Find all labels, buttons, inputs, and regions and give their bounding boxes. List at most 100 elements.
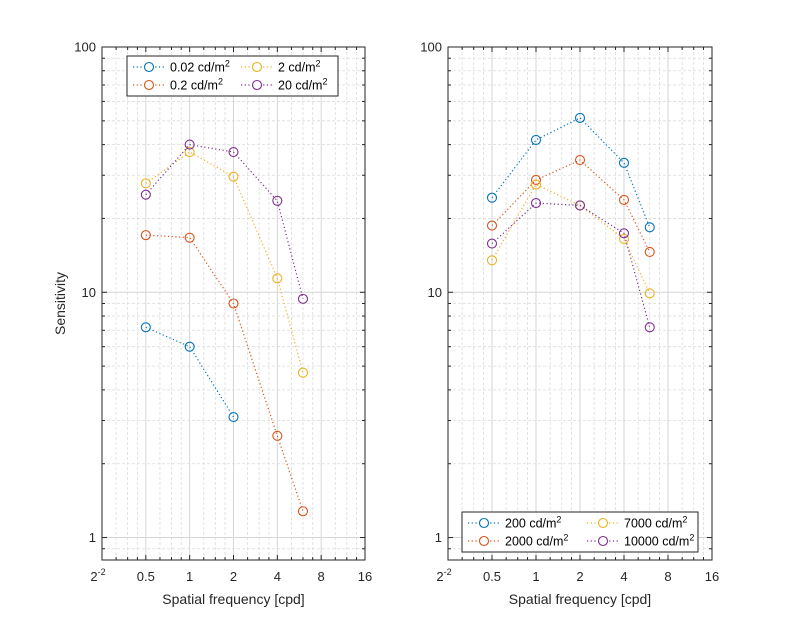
legend-label-exponent: 2 [689,533,694,543]
data-point [184,232,195,243]
legend-label-text: 7000 cd/m [624,517,682,531]
x-tick-label: 2 [230,569,237,584]
series-line [491,117,651,228]
data-point [140,230,151,241]
legend-item: 20 cd/m2 [241,77,327,93]
data-point [486,238,498,249]
data-point [530,198,542,209]
data-point [486,192,498,203]
legend-item: 0.2 cd/m2 [133,77,223,93]
legend-label-exponent: 2 [322,77,327,87]
data-point [644,246,655,258]
y-tick-label: 10 [82,285,96,300]
x-tick-label: 2 [576,569,583,584]
legend-item: 7000 cd/m2 [587,515,687,531]
data-point [140,178,151,189]
legend-marker [251,79,263,91]
legend-label: 0.02 cd/m2 [170,59,230,75]
series-line [491,159,651,253]
data-point [530,134,542,145]
y-tick-label: 1 [89,530,96,545]
legend-label-exponent: 2 [225,59,230,69]
series-2 [140,146,309,378]
legend-item: 2000 cd/m2 [468,533,568,549]
legend-item: 2 cd/m2 [241,59,321,75]
data-point [184,146,195,158]
legend-label-exponent: 2 [563,533,568,543]
x-tick-label-exponent: -2 [444,567,452,577]
y-tick-label: 100 [420,40,442,55]
legend-label: 20 cd/m2 [278,77,327,93]
series-line [145,143,304,300]
x-tick-label: 1 [532,569,539,584]
legend-label: 10000 cd/m2 [624,533,694,549]
y-tick-label: 1 [435,530,442,545]
y-axis-label: Sensitivity [52,272,68,335]
legend-box [461,511,699,553]
data-point [618,194,630,205]
data-point [272,273,283,284]
data-point [297,367,309,378]
legend-label-text: 200 cd/m [505,517,556,531]
series-1 [140,230,309,517]
data-point [228,171,239,182]
legend-label-text: 0.02 cd/m [170,61,225,75]
series-line [145,151,304,373]
data-point [228,146,239,158]
data-point [184,139,195,150]
legend-label: 200 cd/m2 [505,515,561,531]
data-point [184,341,195,352]
x-tick-label: 4 [620,569,627,584]
grid [447,46,713,560]
data-point [272,430,283,441]
data-point [228,411,239,423]
legend-label: 2 cd/m2 [278,59,321,75]
y-tick-label: 100 [74,40,96,55]
x-tick-label: 4 [274,569,281,584]
x-tick-label: 0.5 [137,569,155,584]
data-point [140,189,151,200]
legend-label-text: 2 cd/m [278,61,316,75]
data-point [486,220,498,231]
data-point [644,322,655,333]
x-tick-label: 2-2 [436,567,451,584]
x-axis-label: Spatial frequency [cpd] [509,591,651,607]
data-point [644,288,655,299]
series-0 [140,322,239,423]
x-axis-label: Spatial frequency [cpd] [162,591,304,607]
legend-label: 7000 cd/m2 [624,515,687,531]
grid [101,46,366,560]
data-point [644,222,655,233]
x-tick-label: 2-2 [90,567,105,584]
data-point [140,322,151,333]
y-tick-label: 10 [428,285,442,300]
ticks [101,46,366,560]
legend-marker [478,535,490,547]
series-2 [486,179,655,299]
data-point [618,233,630,244]
data-point [618,157,630,168]
series-line [491,183,651,294]
series-3 [140,139,309,304]
legend-item: 0.02 cd/m2 [133,59,230,75]
series-line [145,326,235,418]
data-point [228,298,239,309]
x-tick-label: 0.5 [483,569,501,584]
legend-label-exponent: 2 [556,515,561,525]
data-point [574,112,586,123]
legend-label-text: 20 cd/m [278,79,322,93]
ticks [447,46,713,560]
data-point [297,506,309,517]
legend-marker [143,79,155,91]
legend-label: 0.2 cd/m2 [170,77,223,93]
legend-marker [597,535,609,547]
legend-label-text: 0.2 cd/m [170,79,218,93]
legend-marker [597,517,609,529]
x-tick-label: 1 [186,569,193,584]
series-line [491,202,651,328]
